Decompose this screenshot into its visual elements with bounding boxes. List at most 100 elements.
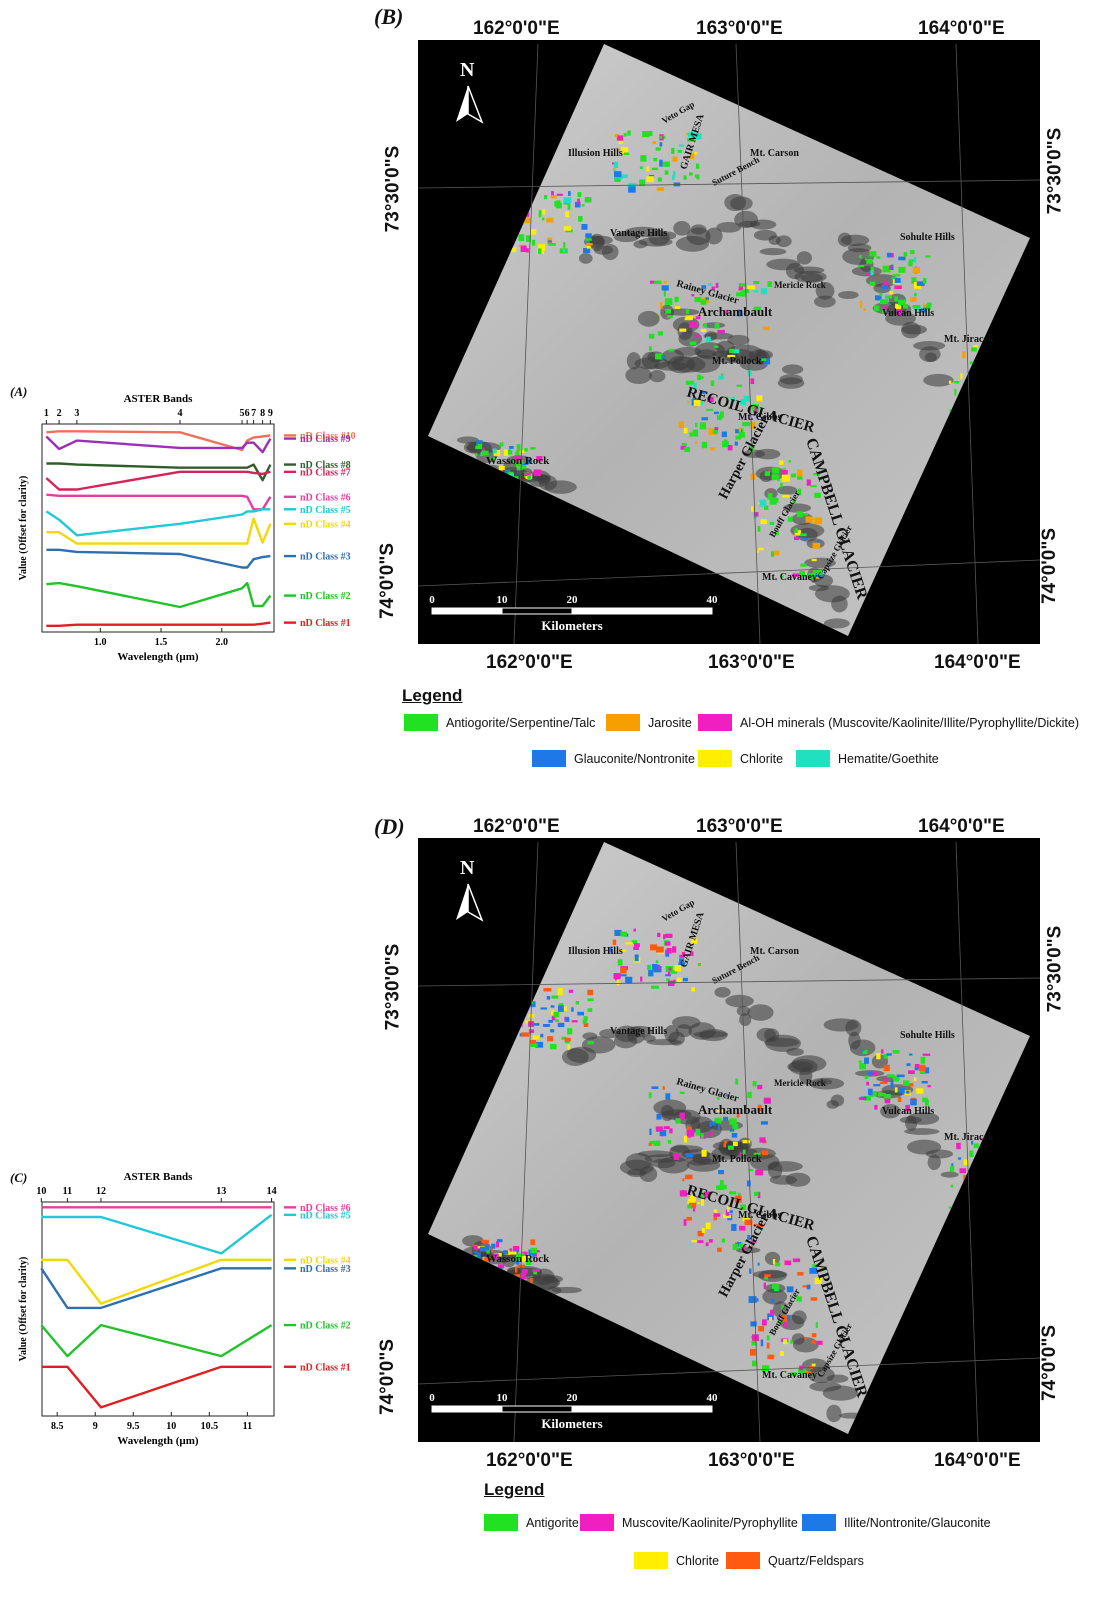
bottom-lon-2: 163°0'0"E (708, 1450, 795, 1471)
mineral-pixel (490, 1270, 498, 1277)
terrain-shadow (831, 595, 848, 613)
mineral-pixel (867, 1071, 873, 1075)
mineral-pixel (724, 1140, 728, 1144)
mineral-pixel (520, 1272, 527, 1280)
place-label: Vantage Hills (610, 1026, 667, 1037)
mineral-pixel (760, 519, 767, 525)
mineral-pixel (713, 411, 719, 415)
mineral-pixel (685, 309, 690, 314)
mineral-pixel (883, 1053, 888, 1059)
mineral-pixel (865, 272, 873, 276)
mineral-pixel (743, 395, 751, 402)
mineral-pixel (659, 302, 663, 309)
mineral-pixel (530, 1239, 536, 1246)
mineral-pixel (866, 258, 873, 264)
mineral-pixel (867, 1088, 873, 1096)
mineral-pixel (757, 1084, 763, 1090)
mineral-pixel (578, 216, 583, 222)
mineral-pixel (786, 1286, 794, 1293)
mineral-pixel (798, 1368, 806, 1374)
mineral-pixel (875, 295, 882, 301)
mineral-pixel (583, 247, 591, 253)
mineral-pixel (903, 1080, 910, 1086)
mineral-pixel (992, 405, 998, 413)
mineral-pixel (516, 467, 523, 470)
mineral-pixel (748, 446, 755, 452)
mineral-pixel (920, 1056, 926, 1064)
mineral-pixel (669, 970, 678, 974)
terrain-shadow (578, 253, 593, 264)
mineral-pixel (779, 1351, 784, 1357)
mineral-pixel (656, 187, 665, 191)
place-label: Mt. Jiracek (944, 1132, 994, 1143)
mineral-pixel (895, 303, 902, 310)
mineral-pixel (881, 1049, 884, 1054)
mineral-pixel (794, 530, 802, 536)
mineral-pixel (764, 1276, 769, 1280)
mineral-pixel (949, 409, 956, 413)
mineral-pixel (529, 1039, 537, 1044)
mineral-pixel (878, 1091, 882, 1097)
mineral-pixel (718, 1169, 724, 1175)
mineral-pixel (991, 350, 994, 356)
graticule-line (955, 43, 979, 644)
mineral-pixel (667, 969, 670, 976)
band-tick-label: 13 (216, 1186, 226, 1197)
mineral-pixel (469, 1262, 477, 1265)
legend-label: nD Class #7 (300, 467, 351, 478)
mineral-pixel (506, 1276, 510, 1280)
mineral-pixel (509, 1027, 516, 1035)
mineral-pixel (694, 152, 698, 155)
mineral-pixel (951, 1231, 960, 1234)
mineral-pixel (997, 347, 1005, 354)
mineral-pixel (679, 1112, 685, 1120)
graticule-line (418, 1357, 1040, 1385)
mineral-pixel (719, 1179, 724, 1187)
mineral-pixel (533, 1023, 540, 1026)
mineral-pixel (809, 1267, 818, 1274)
right-lat-1: 73°30'0"S (1044, 925, 1066, 1013)
mineral-pixel (490, 1265, 497, 1270)
mineral-pixel (568, 191, 571, 196)
mineral-pixel (530, 1001, 536, 1008)
mineral-pixel (816, 1340, 823, 1345)
mineral-pixel (982, 382, 990, 385)
mineral-pixel (922, 1053, 931, 1056)
mineral-pixel (755, 1298, 759, 1302)
mineral-pixel (858, 1097, 865, 1100)
mineral-pixel (568, 989, 574, 993)
mineral-pixel (960, 430, 968, 435)
mineral-pixel (678, 421, 685, 429)
legend-label: Jarosite (648, 715, 692, 730)
mineral-pixel (504, 470, 511, 475)
mineral-pixel (748, 1168, 754, 1172)
mineral-pixel (978, 1160, 985, 1164)
mineral-pixel (685, 380, 694, 385)
x-tick-label: 10 (166, 1421, 176, 1432)
series-line (41, 1258, 272, 1305)
mineral-pixel (473, 1262, 476, 1268)
mineral-pixel (976, 390, 984, 396)
mineral-pixel (884, 1077, 888, 1082)
mineral-pixel (704, 1191, 710, 1199)
mineral-pixel (706, 408, 714, 411)
mineral-pixel (966, 393, 974, 401)
scale-tick-label: 10 (497, 1392, 509, 1404)
terrain-shadow (923, 373, 954, 387)
mineral-pixel (973, 1143, 979, 1149)
mineral-pixel (767, 1313, 774, 1321)
mineral-pixel (493, 1253, 499, 1260)
mineral-pixel (783, 1321, 787, 1328)
mineral-pixel (714, 1209, 718, 1213)
mineral-pixel (881, 308, 885, 314)
mineral-pixel (520, 449, 525, 454)
mineral-pixel (962, 1253, 970, 1260)
mineral-pixel (482, 470, 491, 475)
mineral-pixel (689, 172, 693, 176)
mineral-pixel (631, 940, 638, 944)
mineral-pixel (729, 1118, 737, 1125)
mineral-pixel (898, 266, 906, 273)
mineral-pixel (717, 414, 722, 421)
mineral-pixel (716, 1097, 720, 1100)
mineral-pixel (990, 404, 998, 409)
